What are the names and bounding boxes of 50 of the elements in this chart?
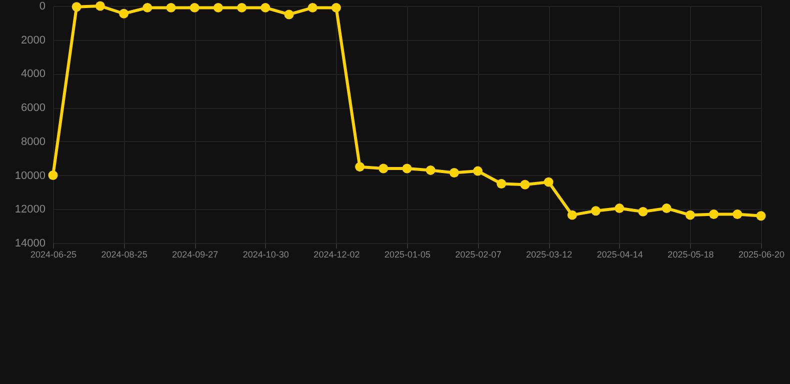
point [213, 2, 223, 12]
x-tick-label: 2025-03-12 [526, 250, 572, 260]
x-tick-label: 2025-05-18 [668, 250, 714, 260]
y-tick-label: 6000 [21, 102, 46, 114]
x-tick-label: 2024-09-27 [172, 250, 218, 260]
point [237, 2, 247, 12]
point [308, 2, 318, 12]
point [95, 1, 105, 11]
y-tick-label: 8000 [21, 136, 46, 148]
y-tick-label: 14000 [14, 238, 46, 250]
x-tick-label: 2024-08-25 [101, 250, 148, 260]
point [166, 2, 176, 12]
point [284, 10, 294, 20]
x-tick-label: 2024-06-25 [30, 250, 77, 260]
point [378, 164, 388, 174]
point [591, 206, 601, 216]
point [402, 164, 412, 174]
y-tick-label: 0 [39, 0, 46, 12]
point [520, 180, 530, 190]
y-tick-label: 12000 [14, 204, 46, 216]
y-tick-label: 10000 [14, 170, 46, 182]
point [567, 210, 577, 220]
point [426, 165, 436, 175]
point [355, 162, 365, 172]
x-tick-label: 2024-10-30 [242, 250, 289, 260]
x-tick-label: 2025-04-14 [596, 250, 643, 260]
x-tick-label: 2025-01-05 [384, 250, 431, 260]
y-tick-label: 4000 [21, 68, 46, 80]
point [544, 177, 554, 187]
point [709, 209, 719, 219]
point [473, 166, 483, 176]
point [756, 211, 766, 221]
point [685, 210, 695, 220]
point [614, 204, 624, 214]
point [72, 2, 82, 12]
point [260, 2, 270, 12]
x-tick-label: 2025-06-20 [738, 250, 785, 260]
point [732, 209, 742, 219]
point [119, 8, 129, 18]
x-tick-label: 2025-02-07 [455, 250, 502, 260]
point [638, 206, 648, 216]
x-tick-label: 2024-12-02 [314, 250, 360, 260]
point [48, 170, 58, 180]
point [496, 179, 506, 188]
point [190, 2, 200, 12]
y-tick-label: 2000 [21, 34, 46, 46]
point [142, 2, 152, 12]
point [662, 204, 672, 214]
point [449, 168, 459, 178]
point [331, 2, 341, 12]
